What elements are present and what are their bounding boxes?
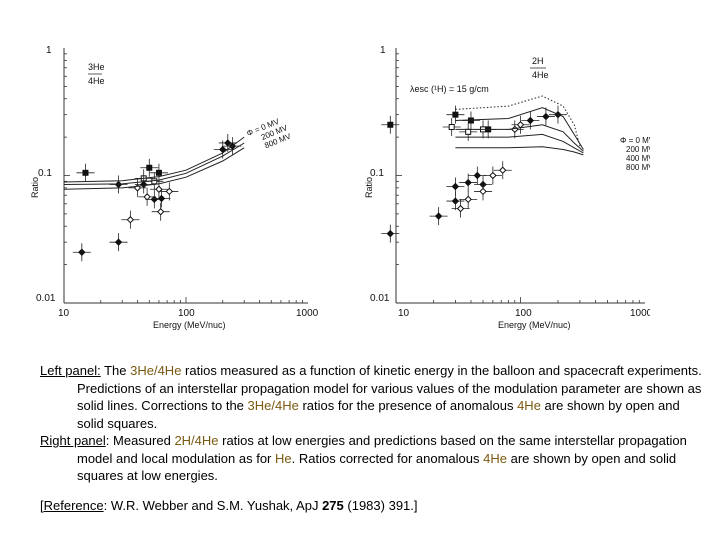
- left-ytick-0.01: 0.01: [36, 293, 56, 304]
- right-point-open-diamonds: [493, 161, 512, 180]
- right-title-bottom: 4He: [532, 70, 549, 80]
- left-title-top: 3He: [88, 62, 105, 72]
- right-plot-area: [381, 95, 584, 243]
- right-point-solid-diamonds: [446, 177, 465, 196]
- right-point-solid-diamonds: [459, 173, 478, 192]
- right-xlabel: Energy (MeV/nuc): [498, 320, 571, 330]
- right-curve-label-800: 800 MV: [626, 163, 650, 172]
- left-curve-200-mv: [63, 142, 245, 185]
- caption-right-text-3: . Ratios corrected for anomalous: [291, 450, 484, 466]
- right-curve-dotted-model: [455, 95, 581, 147]
- left-point-solid-diamonds: [109, 233, 128, 252]
- right-point-solid-diamonds: [536, 107, 555, 126]
- caption-left-paragraph: Left panel: The 3He/4He ratios measured …: [40, 362, 710, 432]
- left-point-open-diamonds: [121, 210, 140, 229]
- left-ylabel: Ratio: [30, 177, 40, 198]
- caption-he: He: [275, 450, 292, 466]
- left-title-bottom: 4He: [88, 76, 105, 86]
- left-point-open-diamonds: [149, 180, 168, 199]
- left-point-solid-diamonds: [72, 243, 91, 262]
- caption-ref-text: : W.R. Webber and S.M. Yushak, ApJ: [103, 497, 323, 513]
- left-xtick-10: 10: [58, 308, 70, 319]
- caption-he4-2: 4He: [483, 450, 507, 466]
- caption-ref-label: Reference: [43, 497, 104, 513]
- right-curve-label-400: 400 MV: [626, 154, 650, 163]
- caption-right-text-1: : Measured: [105, 433, 175, 448]
- caption-left-text-4: are shown by open and solid squares.: [77, 398, 680, 431]
- right-xtick-1000: 1000: [630, 308, 650, 319]
- right-phi-label: Φ = 0 MV: [620, 136, 650, 145]
- right-point-solid-diamonds: [381, 224, 400, 243]
- caption-right-text-4: are shown by open and solid squares at l…: [77, 450, 677, 484]
- right-ylabel: Ratio: [364, 177, 374, 198]
- left-xtick-1000: 1000: [296, 308, 318, 319]
- left-curve--0-mv: [63, 136, 245, 183]
- caption-ref-volume: 275: [322, 497, 344, 513]
- left-point-solid-squares: [76, 163, 95, 182]
- caption-right-paragraph: Right panel: Measured 2H/4He ratios at l…: [40, 432, 710, 485]
- left-point-solid-squares: [140, 158, 159, 177]
- left-point-open-diamonds: [151, 202, 170, 221]
- left-axis-frame: [63, 48, 308, 304]
- caption-h2-he4: 2H/4He: [174, 433, 219, 448]
- left-xtick-100: 100: [178, 308, 195, 319]
- caption-he3-he4-2: 3He/4He: [247, 398, 299, 413]
- right-curve-200-mv: [455, 124, 584, 152]
- left-point-solid-squares: [149, 163, 168, 182]
- caption-he4: 4He: [517, 398, 541, 413]
- caption-right-title: Right panel: [40, 433, 106, 448]
- right-curve--0-mv: [455, 107, 584, 150]
- caption-left-text-1: The: [100, 363, 131, 378]
- right-point-open-squares: [442, 118, 461, 137]
- right-ytick-1: 1: [380, 45, 386, 56]
- right-point-open-diamonds: [451, 199, 470, 218]
- caption-right-text-2: ratios at low energies and predictions b…: [77, 433, 687, 466]
- left-point-solid-diamonds: [213, 140, 232, 159]
- right-chart: 1 0.1 0.01 10 100 1000 Energy (MeV/nuc) …: [364, 45, 655, 330]
- right-xtick-100: 100: [515, 308, 532, 319]
- left-plot-area: [63, 133, 245, 262]
- right-curve-400-mv: [455, 133, 584, 154]
- right-curve-800-mv: [455, 146, 584, 156]
- right-point-open-squares: [459, 122, 478, 141]
- right-point-solid-diamonds: [429, 207, 448, 226]
- right-point-open-diamonds: [483, 166, 502, 185]
- right-ytick-0.01: 0.01: [370, 293, 390, 304]
- right-title-top: 2H: [532, 56, 544, 66]
- right-ticks: [395, 53, 640, 304]
- left-chart-panel: 1 0.1 0.01 10 100 1000 Energy (MeV/nuc) …: [18, 38, 319, 338]
- caption-left-title: Left panel:: [40, 363, 101, 378]
- right-chart-panel: 1 0.1 0.01 10 100 1000 Energy (MeV/nuc) …: [350, 38, 655, 338]
- caption-reference: [Reference: W.R. Webber and S.M. Yushak,…: [40, 497, 710, 515]
- right-point-solid-squares: [446, 105, 465, 124]
- left-point-open-diamonds: [160, 182, 179, 201]
- left-ticks: [63, 53, 303, 304]
- left-ytick-1: 1: [46, 45, 52, 56]
- right-point-open-diamonds: [474, 182, 493, 201]
- left-xlabel: Energy (MeV/nuc): [153, 320, 226, 330]
- left-point-open-diamonds: [138, 187, 157, 206]
- right-ytick-0.1: 0.1: [370, 168, 384, 179]
- figure-caption: Left panel: The 3He/4He ratios measured …: [40, 362, 710, 514]
- left-point-solid-diamonds: [152, 189, 171, 208]
- right-point-solid-diamonds: [446, 192, 465, 211]
- right-curve-label-200: 200 MV: [626, 145, 650, 154]
- right-xtick-10: 10: [398, 308, 410, 319]
- caption-ref-open: [: [40, 497, 44, 513]
- left-curve-800-mv: [63, 147, 245, 190]
- right-point-open-diamonds: [459, 190, 478, 209]
- caption-he3-he4: 3He/4He: [130, 363, 182, 378]
- caption-ref-end: (1983) 391.]: [343, 497, 418, 513]
- caption-left-text-2: ratios measured as a function of kinetic…: [77, 363, 702, 413]
- right-lambda-annotation: λesc (¹H) = 15 g/cm: [410, 84, 489, 94]
- left-ytick-0.1: 0.1: [38, 168, 52, 179]
- left-chart: 1 0.1 0.01 10 100 1000 Energy (MeV/nuc) …: [30, 45, 319, 330]
- right-point-solid-squares: [381, 115, 400, 134]
- caption-left-text-3: ratios for the presence of anomalous: [298, 398, 518, 413]
